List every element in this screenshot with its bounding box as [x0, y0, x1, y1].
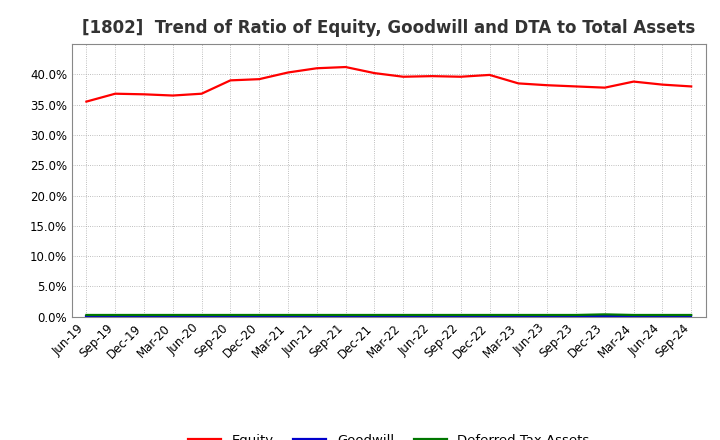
Deferred Tax Assets	[514, 312, 523, 318]
Goodwill	[284, 314, 292, 319]
Goodwill	[687, 314, 696, 319]
Equity	[572, 84, 580, 89]
Equity	[485, 72, 494, 77]
Equity	[600, 85, 609, 90]
Goodwill	[658, 314, 667, 319]
Deferred Tax Assets	[456, 312, 465, 318]
Title: [1802]  Trend of Ratio of Equity, Goodwill and DTA to Total Assets: [1802] Trend of Ratio of Equity, Goodwil…	[82, 19, 696, 37]
Goodwill	[312, 314, 321, 319]
Deferred Tax Assets	[370, 312, 379, 318]
Equity	[140, 92, 148, 97]
Deferred Tax Assets	[572, 312, 580, 318]
Equity	[82, 99, 91, 104]
Goodwill	[514, 314, 523, 319]
Deferred Tax Assets	[255, 312, 264, 318]
Equity	[687, 84, 696, 89]
Deferred Tax Assets	[341, 312, 350, 318]
Deferred Tax Assets	[226, 312, 235, 318]
Line: Deferred Tax Assets: Deferred Tax Assets	[86, 314, 691, 315]
Equity	[312, 66, 321, 71]
Deferred Tax Assets	[687, 312, 696, 318]
Goodwill	[370, 314, 379, 319]
Equity	[255, 77, 264, 82]
Goodwill	[485, 314, 494, 319]
Deferred Tax Assets	[658, 312, 667, 318]
Goodwill	[255, 314, 264, 319]
Deferred Tax Assets	[312, 312, 321, 318]
Goodwill	[600, 314, 609, 319]
Goodwill	[629, 314, 638, 319]
Goodwill	[572, 314, 580, 319]
Goodwill	[456, 314, 465, 319]
Equity	[456, 74, 465, 79]
Goodwill	[226, 314, 235, 319]
Equity	[428, 73, 436, 79]
Goodwill	[341, 314, 350, 319]
Deferred Tax Assets	[600, 312, 609, 317]
Equity	[197, 91, 206, 96]
Deferred Tax Assets	[140, 312, 148, 318]
Deferred Tax Assets	[543, 312, 552, 318]
Equity	[284, 70, 292, 75]
Equity	[168, 93, 177, 98]
Goodwill	[543, 314, 552, 319]
Deferred Tax Assets	[485, 312, 494, 318]
Equity	[658, 82, 667, 87]
Deferred Tax Assets	[629, 312, 638, 318]
Deferred Tax Assets	[168, 312, 177, 318]
Deferred Tax Assets	[197, 312, 206, 318]
Equity	[226, 78, 235, 83]
Deferred Tax Assets	[111, 312, 120, 318]
Legend: Equity, Goodwill, Deferred Tax Assets: Equity, Goodwill, Deferred Tax Assets	[183, 429, 595, 440]
Goodwill	[140, 314, 148, 319]
Equity	[629, 79, 638, 84]
Deferred Tax Assets	[399, 312, 408, 318]
Equity	[399, 74, 408, 79]
Goodwill	[197, 314, 206, 319]
Goodwill	[82, 314, 91, 319]
Goodwill	[111, 314, 120, 319]
Deferred Tax Assets	[284, 312, 292, 318]
Deferred Tax Assets	[82, 312, 91, 318]
Equity	[514, 81, 523, 86]
Goodwill	[399, 314, 408, 319]
Line: Equity: Equity	[86, 67, 691, 102]
Equity	[341, 64, 350, 70]
Equity	[370, 70, 379, 76]
Deferred Tax Assets	[428, 312, 436, 318]
Goodwill	[168, 314, 177, 319]
Equity	[111, 91, 120, 96]
Equity	[543, 83, 552, 88]
Goodwill	[428, 314, 436, 319]
